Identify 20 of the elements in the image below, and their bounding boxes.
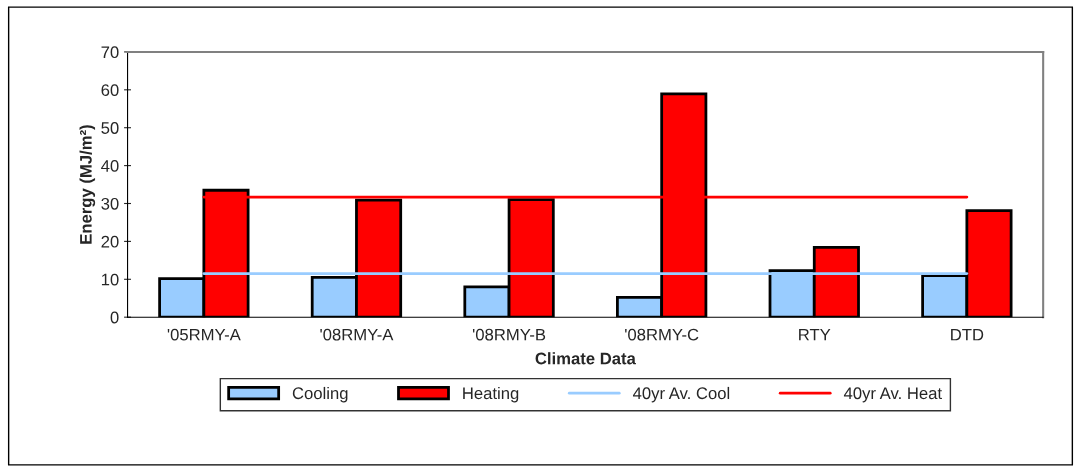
legend-label: 40yr Av. Heat [843, 387, 942, 403]
legend-label: Heating [463, 386, 519, 403]
y-tick-label: 50 [101, 122, 119, 134]
x-axis-title: Climate Data [535, 352, 636, 365]
x-tick-label: '08RMY-C [625, 328, 699, 341]
legend-label: 40yr Av. Cool [632, 386, 730, 403]
y-tick-label: 0 [110, 311, 119, 324]
x-tick-label: '05RMY-A [167, 328, 241, 341]
y-tick-label: 30 [101, 197, 119, 210]
x-tick-label: DTD [951, 328, 984, 341]
legend-label: Cooling [292, 386, 348, 403]
x-tick-label: '08RMY-A [320, 328, 394, 341]
y-axis-title: Energy (MJ/m²) [79, 125, 96, 244]
y-tick-label: 10 [101, 273, 119, 286]
y-tick-label: 40 [101, 160, 119, 172]
x-tick-label: RTY [799, 328, 831, 341]
y-tick-label: 70 [101, 46, 119, 59]
y-tick-label: 20 [101, 235, 119, 248]
x-tick-label: '08RMY-B [472, 328, 546, 341]
y-tick-label: 60 [101, 84, 119, 97]
